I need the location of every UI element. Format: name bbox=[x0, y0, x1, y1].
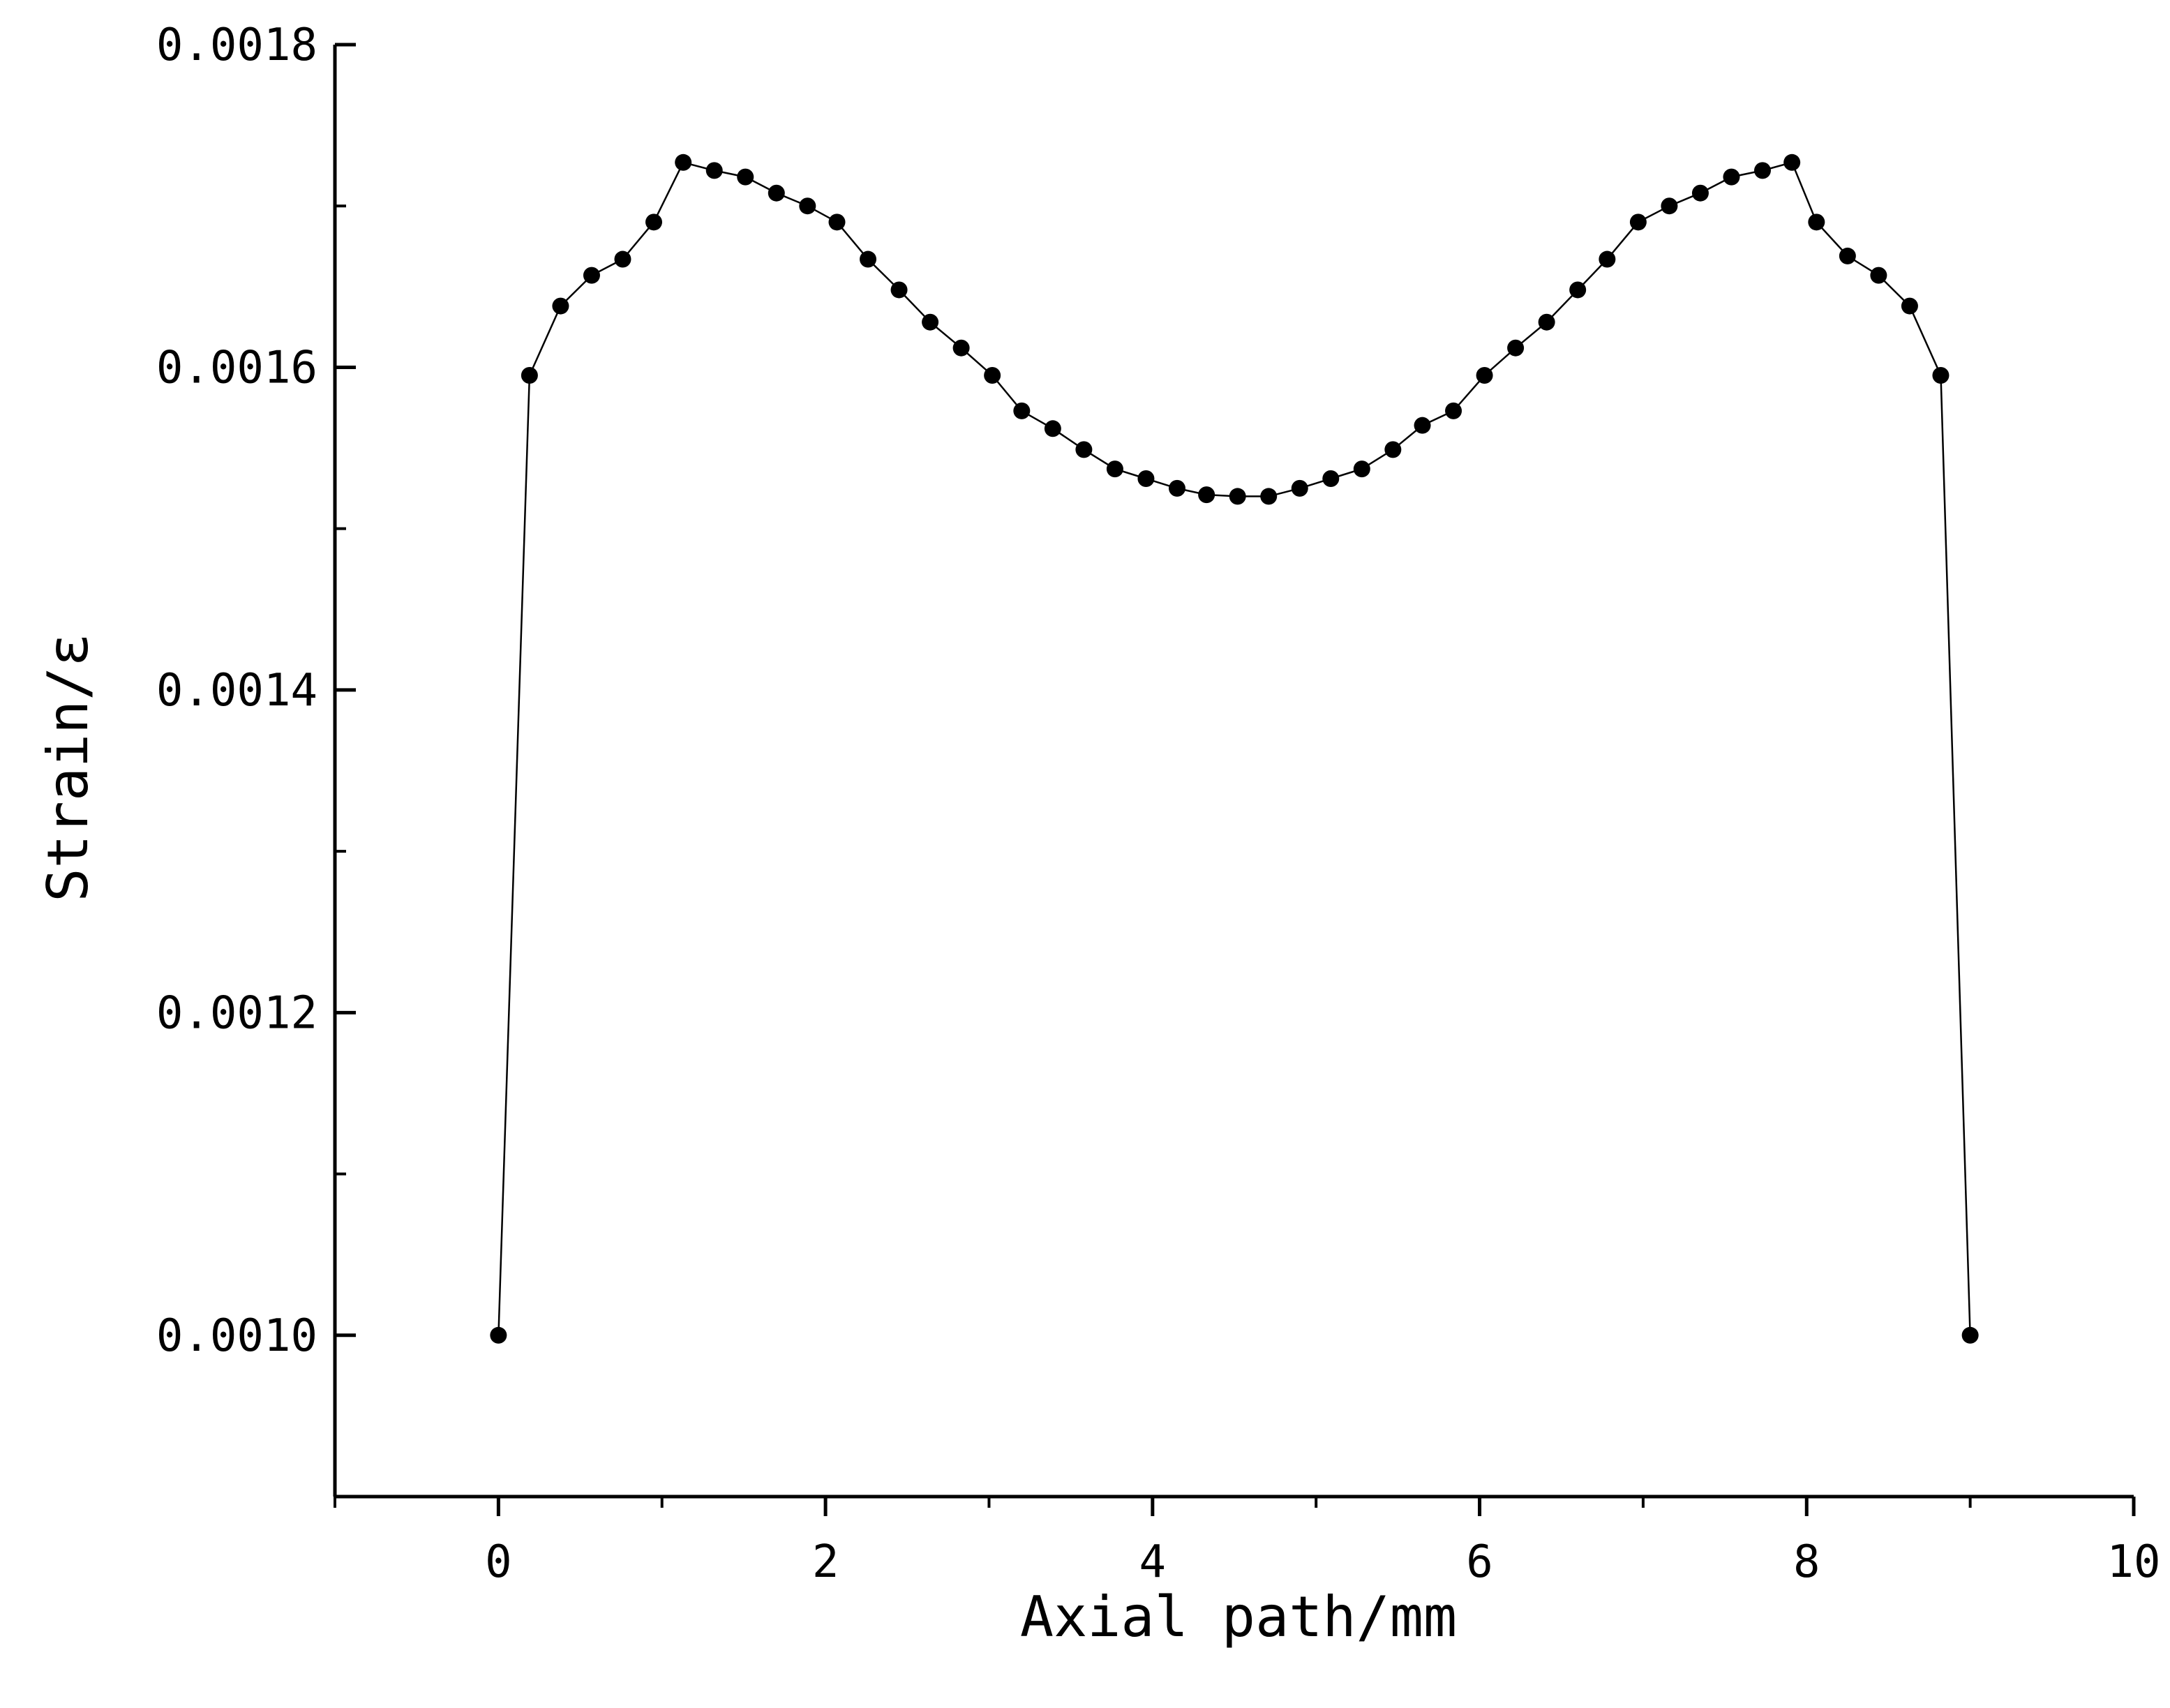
data-point bbox=[1291, 479, 1308, 497]
x-tick-label: 2 bbox=[812, 1536, 839, 1588]
data-point bbox=[1932, 367, 1950, 384]
data-point bbox=[1137, 470, 1155, 487]
x-axis-ticks: 0 2 4 6 8 10 bbox=[334, 1497, 2161, 1588]
data-point bbox=[1753, 162, 1771, 179]
data-point bbox=[583, 267, 600, 284]
data-point bbox=[1168, 479, 1185, 497]
data-point bbox=[1353, 460, 1370, 478]
x-tick-label: 0 bbox=[485, 1536, 512, 1588]
y-tick-label: 0.0014 bbox=[156, 665, 317, 717]
data-point bbox=[1783, 153, 1801, 171]
data-point bbox=[1414, 417, 1431, 434]
data-point bbox=[1870, 267, 1887, 284]
data-point bbox=[1661, 197, 1678, 215]
data-point bbox=[1075, 441, 1093, 458]
data-point bbox=[1106, 460, 1123, 478]
y-tick-label: 0.0012 bbox=[156, 987, 317, 1039]
data-point bbox=[1013, 402, 1031, 419]
series-line bbox=[497, 161, 1971, 1335]
y-axis-ticks: 0.0010 0.0012 0.0014 0.0016 0.0018 bbox=[156, 20, 356, 1362]
data-point bbox=[490, 1326, 507, 1344]
data-point bbox=[860, 250, 877, 268]
data-point bbox=[552, 297, 569, 315]
data-point bbox=[521, 367, 538, 384]
data-point bbox=[1445, 402, 1462, 419]
x-tick-label: 6 bbox=[1466, 1536, 1493, 1588]
y-tick-label: 0.0016 bbox=[156, 342, 317, 394]
data-point bbox=[952, 339, 970, 357]
data-point bbox=[1599, 250, 1616, 268]
data-point bbox=[1839, 247, 1856, 264]
x-axis-title: Axial path/mm bbox=[1020, 1585, 1457, 1649]
data-point bbox=[1961, 1326, 1979, 1344]
x-tick-label: 8 bbox=[1793, 1536, 1820, 1588]
data-point bbox=[984, 367, 1001, 384]
data-point bbox=[1044, 420, 1061, 437]
data-point bbox=[1808, 214, 1825, 231]
y-tick-label: 0.0010 bbox=[156, 1310, 317, 1362]
data-point bbox=[1538, 313, 1555, 331]
y-tick-label: 0.0018 bbox=[156, 20, 317, 71]
data-point bbox=[799, 197, 816, 215]
data-point bbox=[1569, 281, 1587, 299]
data-point bbox=[1384, 441, 1402, 458]
x-tick-label: 10 bbox=[2107, 1536, 2160, 1588]
data-point bbox=[1322, 470, 1340, 487]
data-point bbox=[828, 214, 846, 231]
data-point bbox=[890, 281, 908, 299]
data-point bbox=[1723, 168, 1740, 186]
y-axis-title: Strain/ε bbox=[36, 633, 100, 901]
data-point bbox=[1629, 214, 1647, 231]
data-point bbox=[768, 184, 785, 202]
series-layer bbox=[490, 153, 1979, 1344]
data-point bbox=[1198, 486, 1215, 504]
data-point bbox=[1691, 184, 1709, 202]
data-point bbox=[675, 153, 692, 171]
data-point bbox=[614, 250, 631, 268]
data-point bbox=[705, 162, 723, 179]
data-point bbox=[645, 214, 663, 231]
data-point bbox=[737, 168, 754, 186]
data-point bbox=[1901, 297, 1918, 315]
data-point bbox=[922, 313, 939, 331]
x-tick-label: 4 bbox=[1139, 1536, 1167, 1588]
data-point bbox=[1507, 339, 1525, 357]
data-point bbox=[1229, 488, 1246, 505]
data-point bbox=[1260, 488, 1278, 505]
data-point bbox=[1476, 367, 1493, 384]
plot-area: 0 2 4 6 8 10 0.0010 0.0012 0.0014 0.0016 0.0018 bbox=[156, 20, 2161, 1588]
